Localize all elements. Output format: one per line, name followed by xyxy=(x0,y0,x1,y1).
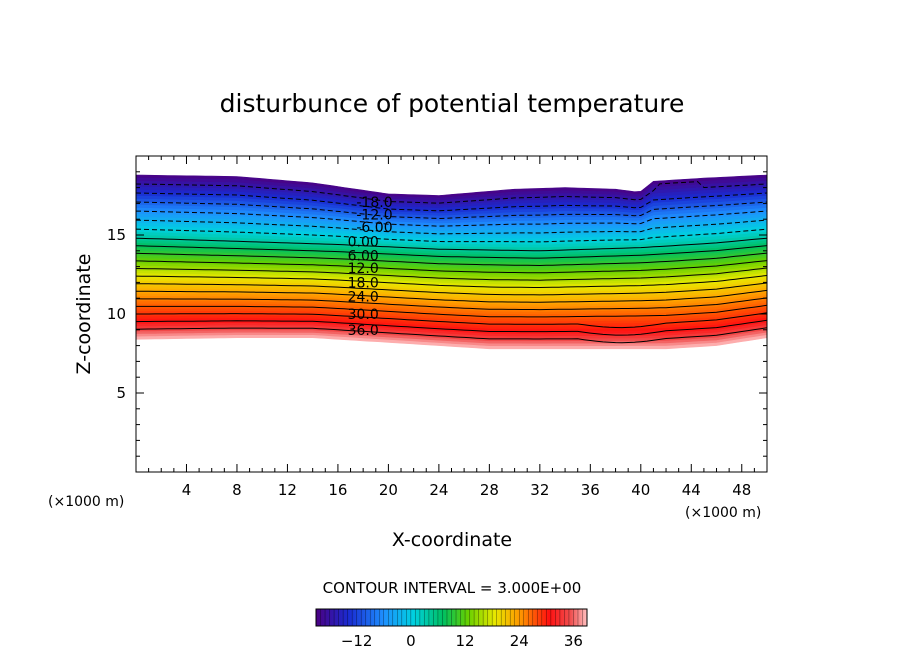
contour-line xyxy=(136,219,767,235)
contour-label: 6.00 xyxy=(348,249,379,265)
colorbar-tick-label: 0 xyxy=(406,632,416,650)
contour-line xyxy=(136,181,767,204)
x-tick-label: 44 xyxy=(682,481,701,499)
colorbar-tick-label: 36 xyxy=(564,632,583,650)
contour-label: -12.0 xyxy=(356,208,392,224)
contour-label: 18.0 xyxy=(348,275,379,291)
contour-label: 24.0 xyxy=(348,290,379,306)
contour-line xyxy=(136,312,767,329)
colorbar-dividers xyxy=(320,609,583,626)
contour-line xyxy=(136,210,767,227)
contour-line xyxy=(136,260,767,274)
contour-label: -18.0 xyxy=(356,195,392,211)
contour-labels: -18.0-12.0-6.000.006.0012.018.024.030.03… xyxy=(348,195,393,339)
chart-title: disturbunce of potential temperature xyxy=(220,89,685,118)
contour-line xyxy=(136,275,767,288)
contour-band xyxy=(136,334,767,350)
y-unit-label: (×1000 m) xyxy=(48,494,124,510)
x-tick-label: 8 xyxy=(232,481,242,499)
x-axis-label: X-coordinate xyxy=(392,529,512,551)
contour-line xyxy=(136,245,767,259)
contour-line xyxy=(136,282,767,296)
colorbar-ticks: −12 0 12 24 36 xyxy=(341,632,583,650)
contour-interval-label: CONTOUR INTERVAL = 3.000E+00 xyxy=(323,579,582,597)
x-tick-label: 32 xyxy=(530,481,549,499)
x-tick-label: 36 xyxy=(581,481,600,499)
contour-line xyxy=(136,289,767,303)
y-tick-label: 5 xyxy=(116,384,126,402)
x-tick-label: 12 xyxy=(278,481,297,499)
x-tick-label: 4 xyxy=(182,481,192,499)
contour-line xyxy=(136,192,767,212)
x-tick-label: 28 xyxy=(480,481,499,499)
contour-line xyxy=(136,228,767,243)
x-tick-label: 20 xyxy=(379,481,398,499)
contour-line xyxy=(136,304,767,318)
x-tick-label: 48 xyxy=(732,481,751,499)
y-axis-ticks: 5 10 15 xyxy=(107,171,767,457)
contour-line xyxy=(136,297,767,311)
x-unit-label: (×1000 m) xyxy=(685,505,761,521)
x-tick-label: 16 xyxy=(328,481,347,499)
colorbar-tick-label: −12 xyxy=(341,632,373,650)
contour-label: 36.0 xyxy=(348,323,379,339)
contour-line xyxy=(136,319,767,336)
colorbar-tick-label: 24 xyxy=(510,632,529,650)
contour-label: -6.00 xyxy=(356,220,392,236)
y-axis-label: Z-coordinate xyxy=(73,254,95,375)
colorbar: −12 0 12 24 36 xyxy=(315,608,588,650)
contour-lines xyxy=(136,181,767,344)
contour-line xyxy=(136,201,767,220)
contour-label: 30.0 xyxy=(348,307,379,323)
contour-label: 12.0 xyxy=(348,261,379,277)
y-tick-label: 15 xyxy=(107,226,126,244)
contour-line xyxy=(136,252,767,267)
contour-line xyxy=(136,267,767,281)
x-tick-label: 40 xyxy=(631,481,650,499)
y-tick-label: 10 xyxy=(107,305,126,323)
x-tick-label: 24 xyxy=(429,481,448,499)
colorbar-tick-label: 12 xyxy=(456,632,475,650)
x-axis-ticks: 4 8 12 16 20 24 28 32 36 40 44 48 xyxy=(148,156,755,499)
contour-line xyxy=(136,237,767,252)
contour-line xyxy=(136,327,767,344)
contour-label: 0.00 xyxy=(348,234,379,250)
